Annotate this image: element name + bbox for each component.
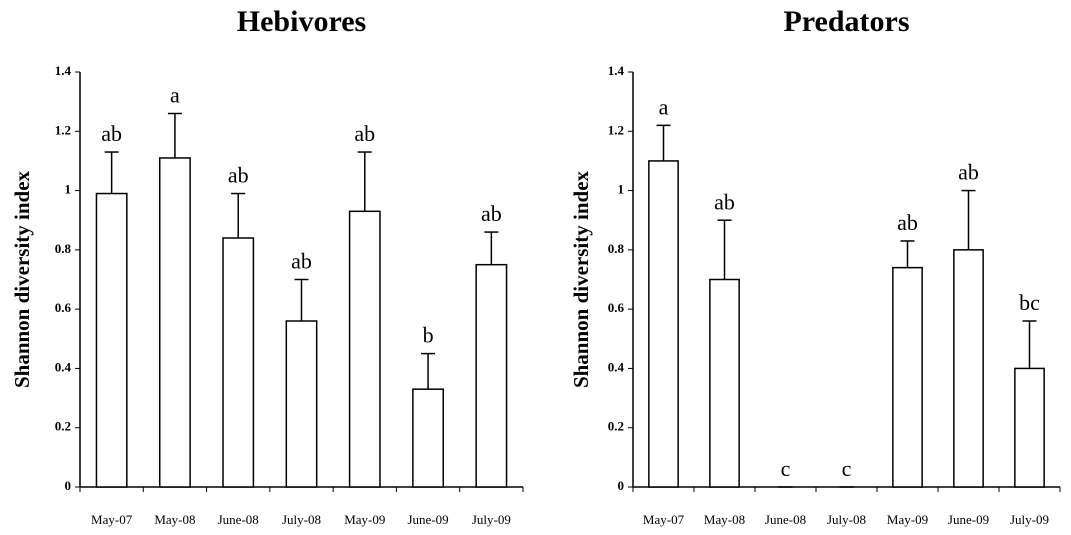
y-tick-label: 0	[618, 478, 625, 493]
significance-letter: ab	[291, 249, 312, 274]
significance-letter: a	[170, 83, 180, 108]
significance-letter: ab	[354, 121, 375, 146]
chart-title: Hebivores	[237, 5, 366, 38]
y-tick-label: 0.4	[608, 359, 625, 374]
bar	[348, 210, 381, 488]
x-tick-label: May-09	[344, 512, 385, 527]
x-tick-label: May-07	[91, 512, 133, 527]
bar	[892, 266, 923, 488]
y-tick-label: 0.6	[55, 300, 72, 315]
bar	[285, 320, 318, 488]
bar	[95, 192, 128, 488]
significance-letter: bc	[1019, 290, 1040, 315]
significance-letter: ab	[897, 210, 918, 235]
y-tick-label: 1.2	[608, 122, 624, 137]
x-tick-label: May-07	[643, 512, 685, 527]
significance-letter: b	[423, 323, 434, 348]
bar	[953, 249, 984, 488]
bar	[709, 278, 740, 488]
significance-letter: ab	[101, 121, 122, 146]
y-tick-label: 0	[65, 478, 72, 493]
significance-letter: c	[781, 456, 791, 481]
bar	[475, 263, 508, 488]
chart-title: Predators	[783, 5, 909, 38]
y-tick-label: 0.2	[608, 419, 624, 434]
y-tick-label: 1.4	[55, 63, 72, 78]
y-tick-label: 0.4	[55, 359, 72, 374]
y-tick-label: 0.8	[55, 241, 72, 256]
y-tick-label: 0.6	[608, 300, 625, 315]
x-tick-label: July-08	[827, 512, 866, 527]
x-tick-label: June-09	[948, 512, 989, 527]
significance-letter: c	[842, 456, 852, 481]
x-tick-label: June-08	[218, 512, 259, 527]
x-tick-label: July-09	[472, 512, 511, 527]
y-tick-label: 1.2	[55, 122, 71, 137]
y-tick-label: 1	[618, 182, 625, 197]
x-tick-label: June-09	[407, 512, 448, 527]
y-axis-label: Shannon diversity index	[569, 170, 593, 388]
x-tick-label: May-08	[704, 512, 745, 527]
bar	[648, 160, 679, 488]
x-tick-label: June-08	[765, 512, 806, 527]
significance-letter: ab	[714, 189, 735, 214]
bar	[158, 157, 191, 488]
x-tick-label: May-08	[154, 512, 195, 527]
x-tick-label: July-08	[282, 512, 321, 527]
significance-letter: ab	[228, 163, 249, 188]
y-axis-label: Shannon diversity index	[10, 170, 34, 388]
y-tick-label: 1.4	[608, 63, 625, 78]
y-tick-label: 0.2	[55, 419, 71, 434]
significance-letter: ab	[958, 160, 979, 185]
bar	[412, 388, 445, 488]
y-tick-label: 0.8	[608, 241, 625, 256]
y-tick-label: 1	[65, 182, 72, 197]
significance-letter: a	[659, 94, 669, 119]
x-tick-label: July-09	[1010, 512, 1049, 527]
bar	[1014, 367, 1045, 488]
significance-letter: ab	[481, 201, 502, 226]
x-tick-label: May-09	[887, 512, 928, 527]
bar	[222, 237, 255, 488]
